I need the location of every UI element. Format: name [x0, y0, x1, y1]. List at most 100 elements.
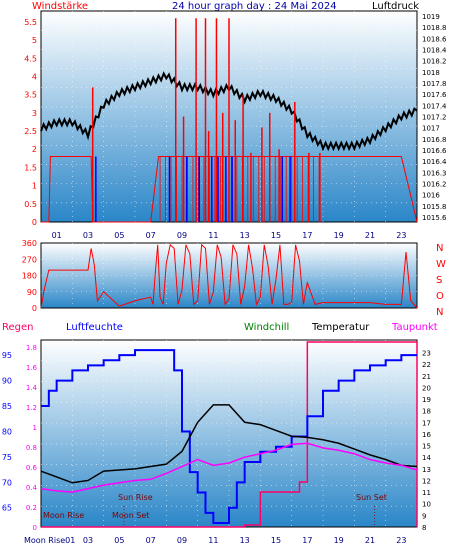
- wind-tick-label: 0.5: [24, 200, 37, 209]
- rain-tick-label: 1: [33, 424, 37, 432]
- hour-tick-label: 09: [177, 536, 187, 545]
- moon-rise-label: Moon Rise: [43, 511, 84, 520]
- pressure-tick-label: 1016.2: [422, 181, 447, 189]
- dewpoint-legend: Taupunkt: [392, 322, 438, 333]
- hour-tick-label: 21: [365, 231, 375, 240]
- hour-tick-label: 23: [396, 536, 406, 545]
- temperature-tick-label: 12: [422, 477, 431, 485]
- humidity-line: [41, 349, 417, 524]
- pressure-tick-label: 1015.6: [422, 214, 447, 222]
- pressure-tick-label: 1016: [422, 192, 440, 200]
- compass-label: W: [436, 259, 446, 270]
- hour-tick-label: 09: [177, 231, 187, 240]
- hour-tick-label: 05: [114, 231, 124, 240]
- humidity-axis-title: Luftfeuchte: [66, 322, 123, 333]
- humidity-tick-label: 65: [2, 504, 12, 513]
- rain-tick-label: 0.8: [26, 444, 37, 452]
- pressure-tick-label: 1019: [422, 13, 440, 21]
- hour-tick-label: 03: [83, 231, 93, 240]
- hour-tick-label: 07: [146, 231, 156, 240]
- temperature-tick-label: 19: [422, 396, 431, 404]
- wind-tick-label: 1: [32, 182, 37, 191]
- temperature-legend: Temperatur: [312, 322, 370, 333]
- rain-tick-label: 1.2: [26, 404, 37, 412]
- sun-rise-label: Sun Rise: [118, 493, 153, 502]
- chart-title: 24 hour graph day : 24 Mai 2024: [172, 1, 337, 12]
- rain-tick-label: 0: [33, 524, 37, 532]
- hour-tick-label: 19: [334, 231, 344, 240]
- hour-tick-label: 13: [240, 536, 250, 545]
- temperature-tick-label: 23: [422, 349, 431, 357]
- direction-tick-label: 180: [22, 272, 37, 281]
- wind-tick-label: 5: [32, 36, 37, 45]
- pressure-tick-label: 1018.2: [422, 58, 447, 66]
- hour-tick-label: 15: [271, 536, 281, 545]
- temperature-tick-label: 18: [422, 408, 431, 416]
- compass-label: S: [436, 275, 442, 286]
- wind-tick-label: 3: [32, 109, 37, 118]
- windchill-legend: Windchill: [244, 322, 290, 333]
- hour-tick-label: 01: [52, 231, 62, 240]
- rain-line: [41, 341, 418, 528]
- pressure-tick-label: 1017.4: [422, 102, 447, 110]
- hour-tick-label: 15: [271, 231, 281, 240]
- hour-tick-label: 17: [302, 536, 312, 545]
- wind-tick-label: 1.5: [24, 163, 37, 172]
- temperature-tick-label: 15: [422, 443, 431, 451]
- direction-tick-label: 90: [27, 288, 37, 297]
- temperature-tick-label: 22: [422, 361, 431, 369]
- grid-dots: [41, 243, 417, 308]
- pressure-tick-label: 1018.6: [422, 35, 447, 43]
- temperature-line: [40, 404, 418, 484]
- pressure-tick-label: 1018.4: [422, 47, 447, 55]
- rain-axis-title: Regen: [2, 322, 34, 333]
- pressure-tick-label: 1017.8: [422, 80, 447, 88]
- pressure-tick-label: 1016.3: [422, 169, 447, 177]
- grid-dots: [41, 11, 417, 222]
- hour-tick-label: 21: [365, 536, 375, 545]
- temperature-tick-label: 16: [422, 431, 431, 439]
- humidity-tick-label: 70: [2, 478, 12, 487]
- hour-tick-label: 03: [83, 536, 93, 545]
- rain-tick-label: 0.6: [26, 464, 38, 472]
- wind-axis-title: Windstärke: [32, 1, 89, 12]
- humidity-tick-label: 85: [2, 402, 12, 411]
- hour-tick-label: 13: [240, 231, 250, 240]
- pressure-tick-label: 1016.8: [422, 136, 447, 144]
- temperature-tick-label: 9: [422, 512, 426, 520]
- pressure-tick-label: 1017.6: [422, 91, 447, 99]
- pressure-tick-label: 1017.2: [422, 114, 447, 122]
- temperature-tick-label: 10: [422, 501, 431, 509]
- moon-rise-bottom-label: Moon Rise01: [24, 536, 75, 545]
- pressure-tick-label: 1018: [422, 69, 440, 77]
- temperature-tick-label: 20: [422, 384, 431, 392]
- rain-tick-label: 1.8: [26, 344, 37, 352]
- wind-direction-line: [40, 243, 418, 309]
- compass-label: N: [436, 307, 443, 318]
- temperature-tick-label: 14: [422, 454, 431, 462]
- wind-tick-label: 4: [32, 72, 37, 81]
- pressure-tick-label: 1016.6: [422, 147, 447, 155]
- temperature-tick-label: 17: [422, 419, 431, 427]
- hour-tick-label: 23: [396, 231, 406, 240]
- temperature-tick-label: 8: [422, 524, 426, 532]
- hour-tick-label: 11: [208, 231, 218, 240]
- pressure-tick-label: 1018.8: [422, 24, 447, 32]
- hour-tick-label: 17: [302, 231, 312, 240]
- humidity-tick-label: 90: [2, 377, 12, 386]
- direction-tick-label: 360: [22, 239, 37, 248]
- wind-tick-label: 2: [32, 145, 37, 154]
- pressure-axis-title: Luftdruck: [372, 1, 420, 12]
- rain-tick-label: 0.4: [26, 484, 38, 492]
- direction-tick-label: 270: [22, 255, 37, 264]
- wind-tick-label: 4.5: [24, 54, 37, 63]
- rain-tick-label: 1.4: [26, 384, 38, 392]
- dewpoint-line: [40, 442, 418, 493]
- rain-tick-label: 0.2: [26, 504, 37, 512]
- wind-tick-label: 5.5: [24, 18, 37, 27]
- temperature-tick-label: 11: [422, 489, 431, 497]
- wind-gust-spikes: [91, 18, 321, 222]
- hour-tick-label: 11: [208, 536, 218, 545]
- pressure-tick-label: 1017: [422, 125, 440, 133]
- hour-tick-label: 19: [334, 536, 344, 545]
